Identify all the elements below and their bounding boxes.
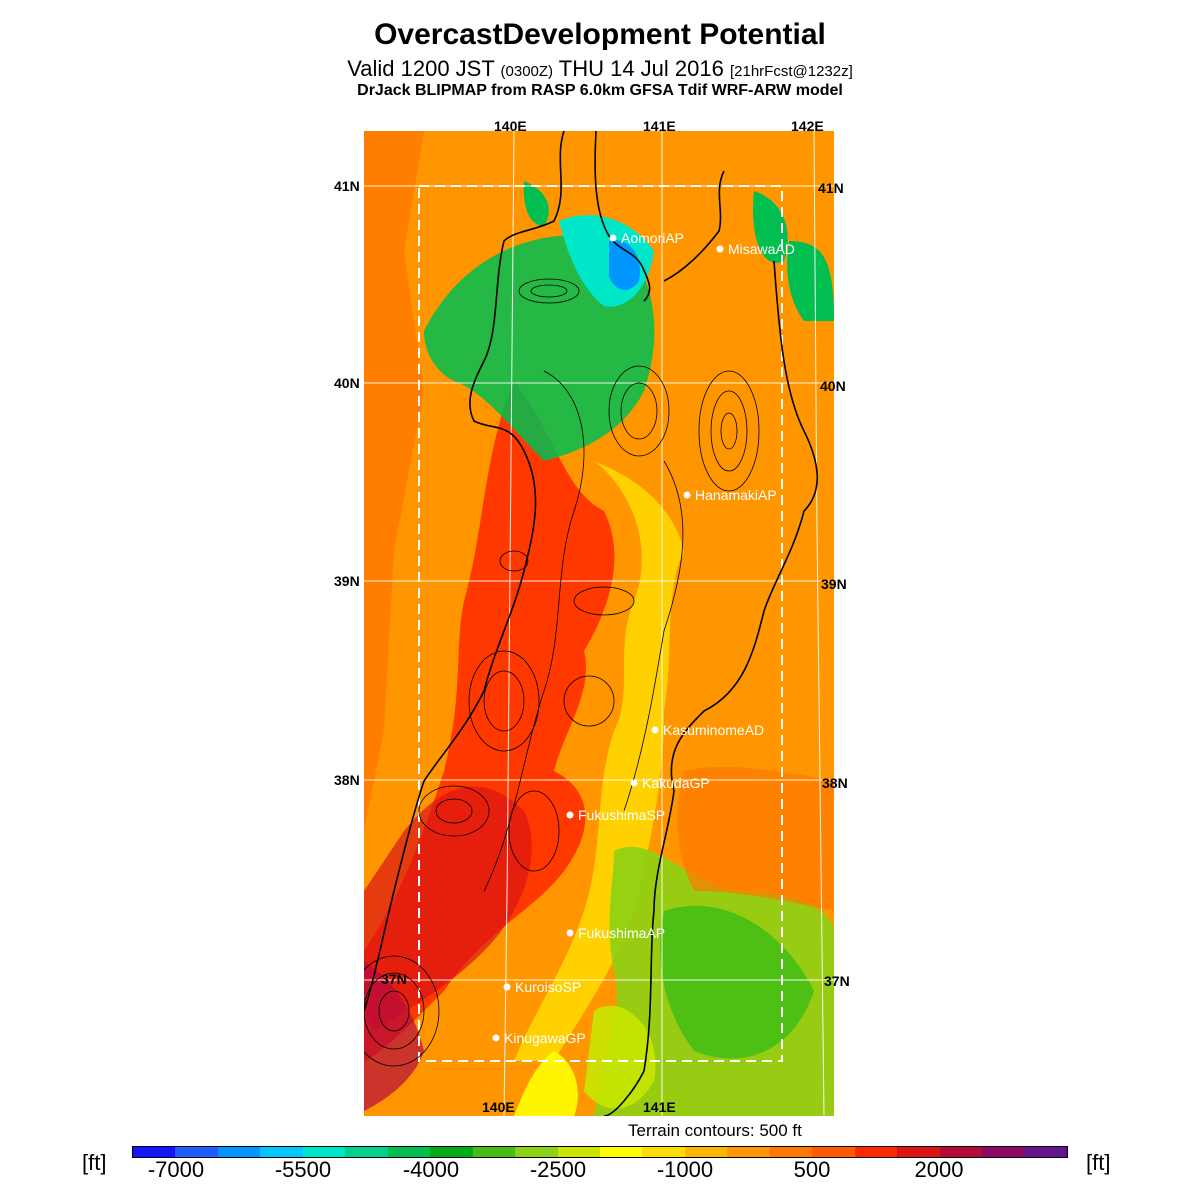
lat-label-left-37n: 37N xyxy=(381,971,407,987)
terrain-contour-note: Terrain contours: 500 ft xyxy=(628,1121,802,1140)
field-yellow-ribbon xyxy=(514,461,684,1061)
field-southwest-core xyxy=(364,961,424,1111)
colorbar-segment xyxy=(982,1147,1025,1157)
field-west-band xyxy=(364,131,424,831)
colorbar-segment xyxy=(260,1147,303,1157)
west-coastline xyxy=(364,131,565,1012)
colorbar-tick: -5500 xyxy=(274,1157,332,1182)
colorbar-segment xyxy=(642,1147,685,1157)
utc-time: (0300Z) xyxy=(500,63,554,80)
colorbar-segment xyxy=(430,1147,473,1157)
chart-title: OvercastDevelopment Potential xyxy=(374,18,826,51)
valid-time-line: Valid 1200 JST (0300Z) THU 14 Jul 2016 [… xyxy=(0,56,1200,82)
colorbar-segment xyxy=(557,1147,600,1157)
station-labels: AomoriAP MisawaAD HanamakiAP KasuminomeA… xyxy=(504,230,795,1046)
station-dot-fukushima-ap xyxy=(566,929,574,937)
lat-label-right-39n: 39N xyxy=(821,576,847,592)
station-dot-aomori xyxy=(609,234,617,242)
station-dot-misawa xyxy=(716,245,724,253)
lon-label-top-142e: 142E xyxy=(791,118,824,134)
station-dot-kuroiso xyxy=(503,983,511,991)
colorbar-segment xyxy=(387,1147,431,1157)
colorbar-segment xyxy=(727,1147,770,1157)
lat-label-right-41n: 41N xyxy=(818,180,844,196)
colorbar-segment xyxy=(897,1147,940,1157)
lat-label-right-38n: 38N xyxy=(822,775,848,791)
map-canvas: AomoriAP MisawaAD HanamakiAP KasuminomeA… xyxy=(364,131,834,1116)
colorbar-segment xyxy=(217,1147,261,1157)
station-label-kinugawa: KinugawaGP xyxy=(504,1030,586,1046)
forecast-map: AomoriAP MisawaAD HanamakiAP KasuminomeA… xyxy=(364,131,834,1116)
colorbar-tick: -4000 xyxy=(402,1157,460,1182)
colorbar-segment xyxy=(175,1147,218,1157)
field-north-blue xyxy=(609,240,640,291)
colorbar xyxy=(132,1146,1068,1158)
station-label-misawa: MisawaAD xyxy=(728,241,795,257)
station-dot-kakuda xyxy=(630,779,638,787)
colorbar-segment xyxy=(133,1147,176,1157)
valid-label: Valid 1200 JST xyxy=(347,56,495,81)
field-s-yellow xyxy=(514,1051,578,1116)
station-label-fukushima-sp: FukushimaSP xyxy=(578,807,665,823)
lat-label-left-41n: 41N xyxy=(334,178,360,194)
station-label-kuroiso: KuroisoSP xyxy=(515,979,581,995)
lon-label-bottom-140e: 140E xyxy=(482,1099,515,1115)
station-label-fukushima-ap: FukushimaAP xyxy=(578,925,665,941)
field-ne-green-2 xyxy=(787,241,834,321)
colorbar-segment xyxy=(1024,1147,1067,1157)
lon-label-top-140e: 140E xyxy=(494,118,527,134)
station-label-hanamaki: HanamakiAP xyxy=(695,487,777,503)
field-se-orange xyxy=(677,766,834,911)
station-dot-hanamaki xyxy=(683,491,691,499)
terrain-contours xyxy=(364,278,760,1067)
model-info: DrJack BLIPMAP from RASP 6.0km GFSA Tdif… xyxy=(357,82,843,99)
station-label-kasuminome: KasuminomeAD xyxy=(663,722,764,738)
station-dot-fukushima-sp xyxy=(566,811,574,819)
field-north-green-spot xyxy=(523,181,549,226)
colorbar-segment xyxy=(812,1147,855,1157)
lat-label-right-37n: 37N xyxy=(824,973,850,989)
east-coastline xyxy=(594,131,818,1116)
field-deep-red xyxy=(364,786,532,1031)
colorbar-unit-left: [ft] xyxy=(82,1150,107,1175)
colorbar-segment xyxy=(854,1147,898,1157)
lat-label-left-38n: 38N xyxy=(334,772,360,788)
forecast-info: [21hrFcst@1232z] xyxy=(729,63,853,80)
field-se-green xyxy=(660,905,814,1059)
station-markers xyxy=(492,234,724,1042)
colorbar-unit-right: [ft] xyxy=(1086,1150,1111,1175)
lat-label-right-40n: 40N xyxy=(820,378,846,394)
colorbar-segment xyxy=(599,1147,643,1157)
colorbar-segment xyxy=(302,1147,346,1157)
field-ne-green-1 xyxy=(753,191,788,263)
station-dot-kinugawa xyxy=(492,1034,500,1042)
lon-label-top-141e: 141E xyxy=(643,118,676,134)
station-label-kakuda: KakudaGP xyxy=(642,775,710,791)
lon-label-bottom-141e: 141E xyxy=(643,1099,676,1115)
lat-label-left-40n: 40N xyxy=(334,375,360,391)
date-text: THU 14 Jul 2016 xyxy=(558,56,724,81)
colorbar-segment xyxy=(939,1147,983,1157)
inner-domain-box xyxy=(418,185,783,1062)
colorbar-segment xyxy=(472,1147,516,1157)
graticule xyxy=(364,131,834,1116)
colorbar-tick: -2500 xyxy=(529,1157,587,1182)
colorbar-segment xyxy=(769,1147,813,1157)
colorbar-tick: -1000 xyxy=(656,1157,714,1182)
colorbar-segment xyxy=(345,1147,388,1157)
lat-label-left-39n: 39N xyxy=(334,573,360,589)
colorbar-tick: 2000 xyxy=(914,1157,964,1182)
colorbar-segment xyxy=(684,1147,728,1157)
station-dot-kasuminome xyxy=(651,726,659,734)
colorbar-segment xyxy=(515,1147,558,1157)
station-label-aomori: AomoriAP xyxy=(621,230,684,246)
colorbar-tick: -7000 xyxy=(147,1157,205,1182)
colorbar-tick: 500 xyxy=(793,1157,831,1182)
